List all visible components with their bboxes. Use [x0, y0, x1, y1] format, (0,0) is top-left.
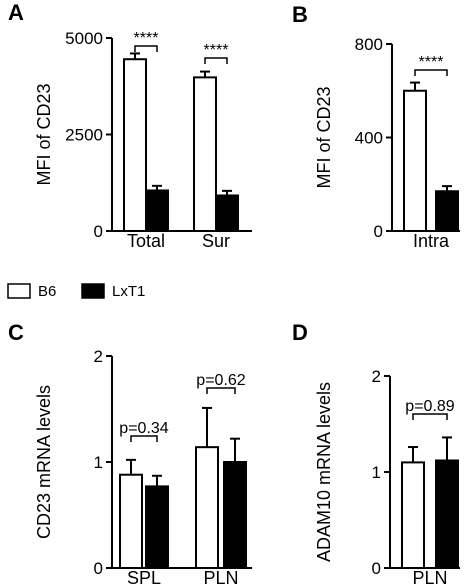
bar-b6-pln — [401, 461, 425, 569]
x-tick-label: PLN — [203, 568, 238, 586]
bar-b6-pln — [195, 446, 219, 569]
legend-label-lxt1: LxT1 — [112, 283, 145, 300]
x-tick-label: Total — [127, 231, 165, 251]
y-tick-label: 0 — [94, 222, 103, 241]
significance-bracket — [414, 69, 448, 76]
panel-b: B 0 400 800 MFI of CD23 Intra **** — [292, 2, 460, 251]
bar-lxt1-pln — [223, 461, 247, 569]
panel-a: A 0 2500 5000 MFI of CD23 Total Sur **** **** — [8, 0, 252, 251]
y-tick-label: 0 — [372, 559, 381, 578]
y-axis-label: CD23 mRNA levels — [34, 385, 54, 539]
significance-bracket — [412, 413, 448, 420]
bar-b6-spl — [119, 473, 143, 569]
significance-bracket — [206, 387, 236, 394]
y-tick-label: 1 — [372, 463, 381, 482]
legend: B6 LxT1 — [7, 283, 145, 300]
y-axis-label: ADAM10 mRNA levels — [314, 382, 334, 562]
y-tick-label: 0 — [374, 222, 383, 241]
bar-b6-intra — [403, 89, 427, 232]
y-tick-label: 800 — [355, 35, 383, 54]
panel-c: C 0 1 2 CD23 mRNA levels SPL PLN p=0.34 p=0.62 — [8, 320, 252, 586]
bar-b6-total — [123, 58, 147, 233]
y-axis-label: MFI of CD23 — [314, 86, 334, 188]
bar-lxt1-total — [145, 189, 169, 232]
significance-bracket — [134, 45, 158, 52]
y-tick-label: 2 — [94, 347, 103, 366]
x-tick-label: SPL — [127, 568, 161, 586]
x-tick-label: PLN — [412, 568, 447, 586]
x-tick-label: Intra — [413, 231, 450, 251]
y-tick-label: 5000 — [65, 29, 103, 48]
significance-bracket — [130, 435, 158, 442]
legend-label-b6: B6 — [38, 283, 56, 300]
significance-label: p=0.62 — [196, 372, 245, 389]
significance-bracket — [204, 57, 228, 64]
legend-swatch-b6 — [7, 283, 31, 299]
y-tick-label: 1 — [94, 453, 103, 472]
significance-label: p=0.34 — [119, 420, 168, 437]
panel-letter: B — [292, 2, 308, 27]
significance-label: p=0.89 — [405, 398, 454, 415]
y-tick-label: 400 — [355, 129, 383, 148]
legend-swatch-lxt1 — [81, 283, 105, 299]
panel-letter: C — [8, 320, 24, 345]
panel-letter: A — [8, 0, 24, 25]
significance-label: **** — [204, 42, 229, 59]
bar-lxt1-spl — [145, 485, 169, 570]
y-tick-label: 2 — [372, 367, 381, 386]
bar-b6-sur — [193, 76, 217, 233]
y-tick-label: 0 — [94, 559, 103, 578]
significance-label: **** — [419, 54, 444, 71]
bar-lxt1-intra — [435, 190, 459, 232]
panel-letter: D — [292, 320, 308, 345]
y-tick-label: 2500 — [65, 126, 103, 145]
panel-d: D 0 1 2 ADAM10 mRNA levels PLN p=0.89 — [292, 320, 460, 586]
x-tick-label: Sur — [202, 231, 230, 251]
significance-label: **** — [134, 30, 159, 47]
y-axis-label: MFI of CD23 — [34, 83, 54, 185]
bar-lxt1-pln — [435, 459, 459, 570]
bar-lxt1-sur — [215, 194, 239, 233]
